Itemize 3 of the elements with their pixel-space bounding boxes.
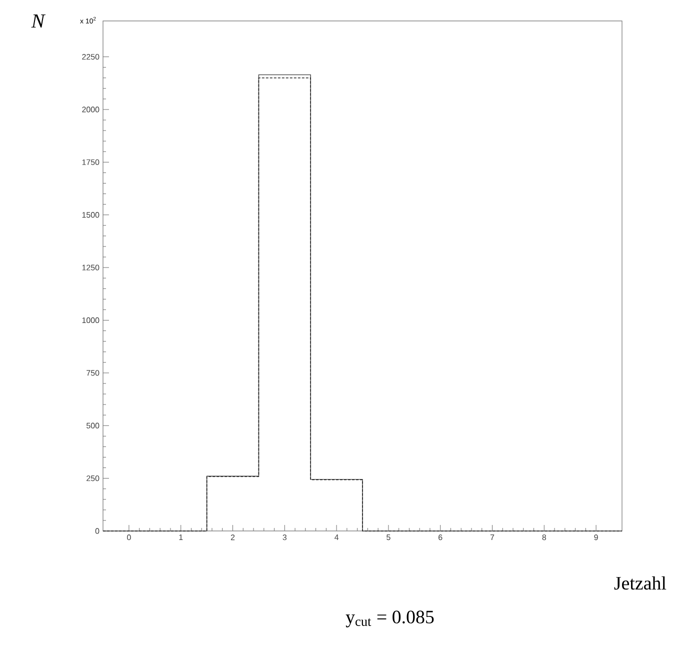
text: y$_{cut}$ = 0.085	[346, 610, 434, 628]
x-axis-title: Jetzahl	[614, 576, 666, 590]
y-axis-title: N	[31, 14, 46, 28]
